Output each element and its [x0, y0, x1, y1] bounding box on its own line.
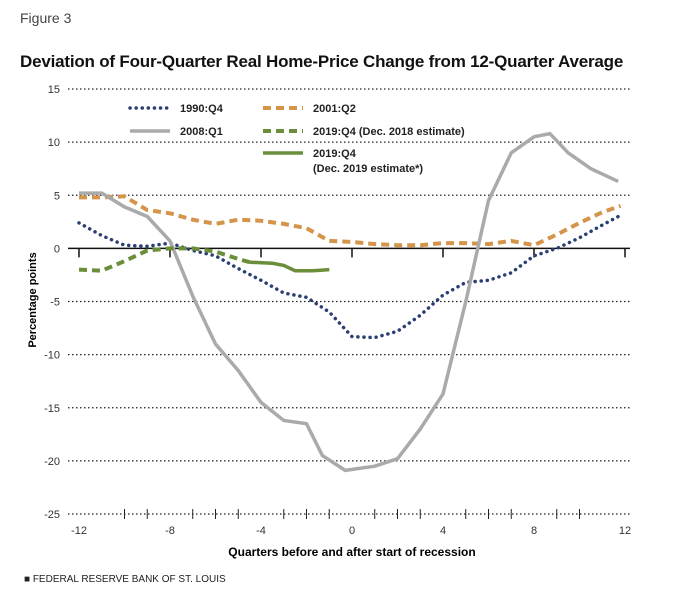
y-tick-label: -5 — [50, 297, 60, 309]
legend-label-2019-dec2019-note: (Dec. 2019 estimate*) — [313, 163, 423, 175]
x-tick-label: 0 — [349, 525, 355, 537]
source-note: ■ FEDERAL RESERVE BANK OF ST. LOUIS — [24, 574, 226, 585]
y-tick-label: -20 — [44, 456, 60, 468]
legend-label-2019-dec2019: 2019:Q4 — [313, 148, 357, 160]
legend-label-2008: 2008:Q1 — [180, 126, 223, 138]
y-tick-label: 10 — [48, 137, 60, 149]
legend-label-2019-dec2018: 2019:Q4 (Dec. 2018 estimate) — [313, 126, 465, 138]
x-tick-label: 4 — [440, 525, 446, 537]
x-tick-label: -4 — [256, 525, 266, 537]
chart-title: Deviation of Four-Quarter Real Home-Pric… — [20, 52, 624, 71]
x-tick-label: 12 — [619, 525, 631, 537]
series-line-2 — [79, 131, 619, 473]
series-line-1 — [79, 194, 622, 248]
series-line-3 — [78, 246, 251, 273]
x-tick-label: 8 — [531, 525, 537, 537]
x-axis-label: Quarters before and after start of reces… — [228, 545, 475, 559]
y-tick-label: 5 — [54, 190, 60, 202]
y-axis-label: Percentage points — [27, 252, 39, 347]
figure-label: Figure 3 — [20, 10, 72, 26]
series-line-0 — [77, 213, 623, 340]
y-tick-label: -25 — [44, 509, 60, 521]
legend-label-1990: 1990:Q4 — [180, 103, 224, 115]
x-tick-label: -12 — [71, 525, 87, 537]
x-tick-label: -8 — [165, 525, 175, 537]
y-tick-label: 15 — [48, 84, 60, 96]
y-tick-label: -15 — [44, 403, 60, 415]
series-line-4 — [249, 260, 330, 273]
y-tick-label: -10 — [44, 350, 60, 362]
legend-label-2001: 2001:Q2 — [313, 103, 356, 115]
y-tick-label: 0 — [54, 243, 60, 255]
